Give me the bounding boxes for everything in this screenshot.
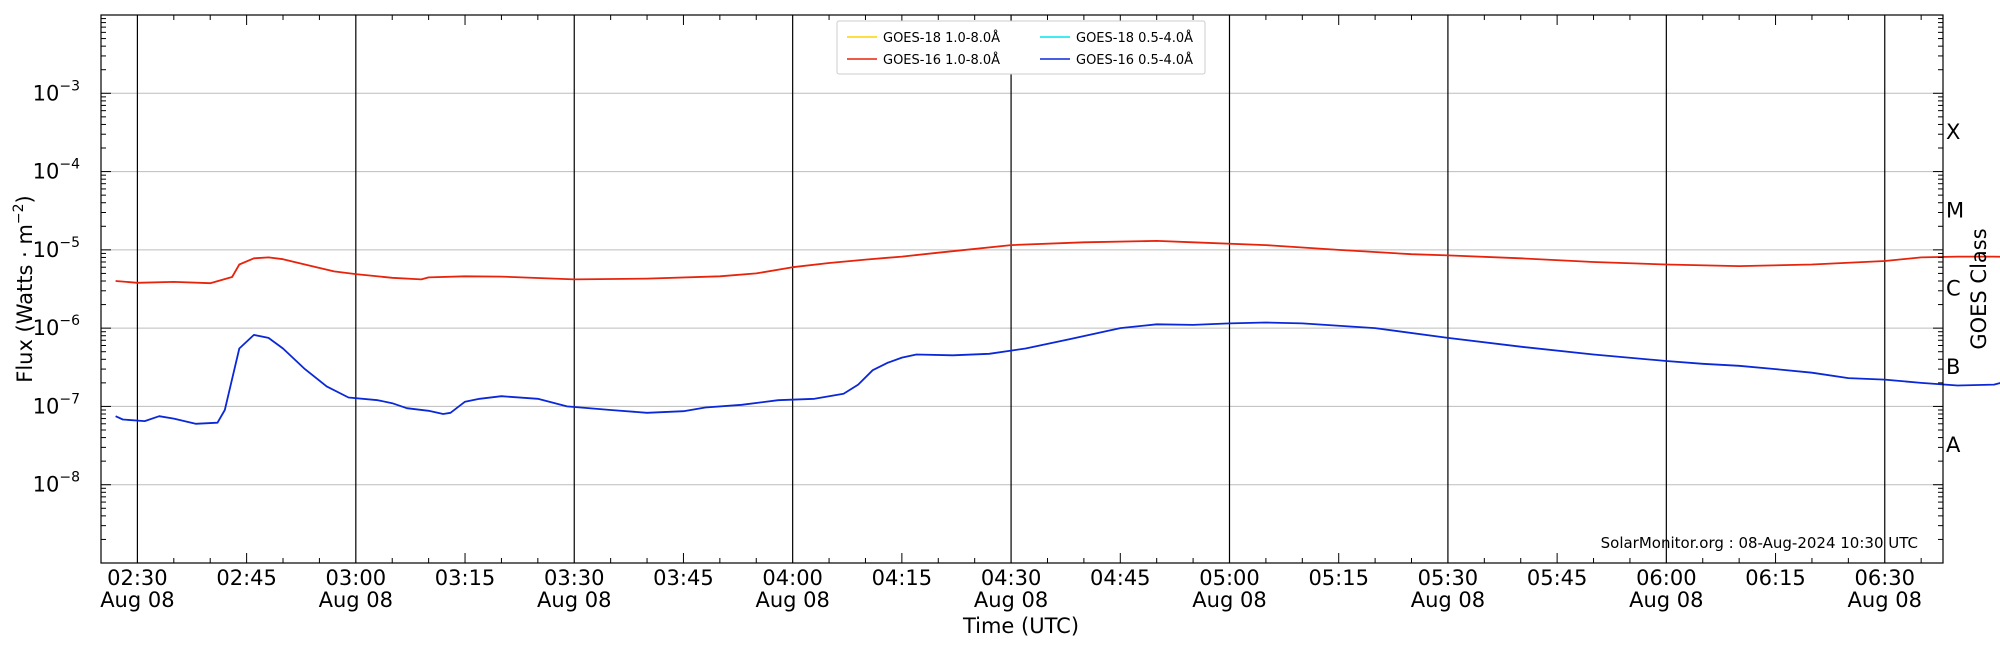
- y-axis-title-main: Flux (Watts · m: [13, 224, 37, 383]
- x-tick-label-date: Aug 08: [537, 588, 611, 612]
- credit-text: SolarMonitor.org : 08-Aug-2024 10:30 UTC: [1601, 534, 1918, 552]
- y-tick-exponent: −8: [59, 470, 80, 486]
- x-tick-label-time: 02:30: [107, 566, 168, 590]
- hour-markers: [136, 15, 1886, 563]
- x-tick-label-time: 06:30: [1854, 566, 1915, 590]
- x-tick-label-time: 04:30: [981, 566, 1042, 590]
- y-tick-label: 10−5: [33, 235, 80, 262]
- y-tick-base: 10: [33, 473, 60, 497]
- x-tick-label-time: 05:30: [1418, 566, 1479, 590]
- y-tick-label: 10−3: [33, 78, 80, 105]
- data-series: [115, 239, 2000, 425]
- y-tick-base: 10: [33, 316, 60, 340]
- x-tick-label-date: Aug 08: [319, 588, 393, 612]
- goes-class-label: X: [1946, 120, 1960, 144]
- x-tick-label-time: 02:45: [216, 566, 277, 590]
- y-tick-base: 10: [33, 81, 60, 105]
- x-tick-label-date: Aug 08: [755, 588, 829, 612]
- goes-class-label: B: [1946, 355, 1960, 379]
- grid-lines: [101, 92, 1943, 486]
- y-tick-label: 10−4: [33, 157, 80, 184]
- y-tick-label: 10−8: [33, 470, 80, 497]
- x-axis-title: Time (UTC): [962, 614, 1079, 638]
- y-tick-label: 10−6: [33, 313, 80, 340]
- series-line: [115, 321, 2000, 425]
- goes-class-label: C: [1946, 277, 1961, 301]
- x-tick-label-date: Aug 08: [100, 588, 174, 612]
- x-tick-label-time: 05:00: [1199, 566, 1260, 590]
- x-tick-label-time: 04:15: [872, 566, 933, 590]
- y-tick-base: 10: [33, 160, 60, 184]
- x-tick-label-time: 03:30: [544, 566, 605, 590]
- y-axis-title: Flux (Watts · m−2): [11, 195, 37, 383]
- y-tick-exponent: −4: [59, 157, 80, 173]
- x-tick-label-date: Aug 08: [1629, 588, 1703, 612]
- legend: GOES-18 1.0-8.0Å GOES-16 1.0-8.0Å GOES-18 …: [836, 20, 1206, 75]
- x-tick-label-time: 05:15: [1308, 566, 1369, 590]
- legend-label: GOES-18 0.5-4.0Å: [1076, 30, 1193, 46]
- x-tick-label-time: 03:00: [326, 566, 387, 590]
- legend-label: GOES-18 1.0-8.0Å: [883, 30, 1000, 46]
- y-tick-base: 10: [33, 238, 60, 262]
- x-tick-label-time: 04:00: [762, 566, 823, 590]
- goes-class-axis-title: GOES Class: [1967, 228, 1991, 349]
- y-tick-exponent: −3: [59, 78, 80, 94]
- y-tick-exponent: −5: [59, 235, 80, 251]
- x-tick-label-time: 03:15: [435, 566, 496, 590]
- x-tick-label-time: 04:45: [1090, 566, 1151, 590]
- axis-ticks: [100, 15, 1943, 563]
- x-tick-label-time: 03:45: [653, 566, 714, 590]
- series-line: [115, 239, 2000, 285]
- goes-class-label: A: [1946, 433, 1961, 457]
- x-tick-label-date: Aug 08: [1411, 588, 1485, 612]
- y-axis-title-end: ): [13, 195, 37, 203]
- legend-label: GOES-16 1.0-8.0Å: [883, 52, 1000, 68]
- x-tick-label-date: Aug 08: [1848, 588, 1922, 612]
- y-tick-exponent: −6: [59, 313, 80, 329]
- y-axis-title-exponent: −2: [11, 203, 27, 224]
- y-tick-base: 10: [33, 394, 60, 418]
- x-tick-label-time: 06:00: [1636, 566, 1697, 590]
- y-tick-label: 10−7: [33, 391, 80, 418]
- y-tick-exponent: −7: [59, 391, 80, 407]
- goes-class-label: M: [1946, 198, 1964, 222]
- legend-label: GOES-16 0.5-4.0Å: [1076, 52, 1193, 68]
- x-tick-label-date: Aug 08: [1192, 588, 1266, 612]
- x-tick-label-time: 05:45: [1527, 566, 1588, 590]
- legend-box: [836, 20, 1206, 75]
- x-tick-label-date: Aug 08: [974, 588, 1048, 612]
- plot-frame: [100, 14, 1944, 564]
- x-tick-label-time: 06:15: [1745, 566, 1806, 590]
